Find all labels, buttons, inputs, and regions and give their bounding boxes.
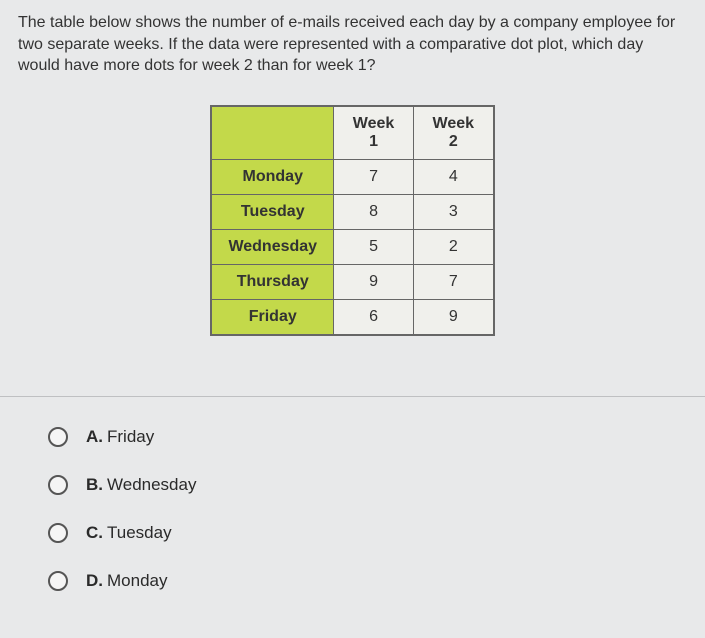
table-header-empty	[211, 106, 333, 160]
table-row: Thursday 9 7	[211, 264, 493, 299]
day-cell: Monday	[211, 159, 333, 194]
answer-label: A.Friday	[86, 427, 154, 447]
value-cell: 5	[334, 229, 414, 264]
value-cell: 4	[414, 159, 494, 194]
value-cell: 3	[414, 194, 494, 229]
answer-label: C.Tuesday	[86, 523, 172, 543]
data-table-wrap: Week 1 Week 2 Monday 7 4 Tuesday 8 3 Wed…	[18, 105, 687, 336]
value-cell: 8	[334, 194, 414, 229]
answer-option-a[interactable]: A.Friday	[48, 427, 687, 447]
day-cell: Friday	[211, 299, 333, 335]
section-divider	[0, 396, 705, 397]
value-cell: 9	[414, 299, 494, 335]
radio-icon[interactable]	[48, 523, 68, 543]
answer-option-b[interactable]: B.Wednesday	[48, 475, 687, 495]
day-cell: Thursday	[211, 264, 333, 299]
radio-icon[interactable]	[48, 571, 68, 591]
day-cell: Wednesday	[211, 229, 333, 264]
table-header-week2: Week 2	[414, 106, 494, 160]
value-cell: 6	[334, 299, 414, 335]
radio-icon[interactable]	[48, 427, 68, 447]
value-cell: 9	[334, 264, 414, 299]
table-header-week1: Week 1	[334, 106, 414, 160]
table-row: Friday 6 9	[211, 299, 493, 335]
value-cell: 7	[334, 159, 414, 194]
data-table: Week 1 Week 2 Monday 7 4 Tuesday 8 3 Wed…	[210, 105, 494, 336]
answer-choices: A.Friday B.Wednesday C.Tuesday D.Monday	[18, 427, 687, 591]
answer-label: B.Wednesday	[86, 475, 196, 495]
day-cell: Tuesday	[211, 194, 333, 229]
value-cell: 7	[414, 264, 494, 299]
question-text: The table below shows the number of e-ma…	[18, 12, 687, 77]
answer-label: D.Monday	[86, 571, 167, 591]
table-row: Wednesday 5 2	[211, 229, 493, 264]
table-row: Tuesday 8 3	[211, 194, 493, 229]
answer-option-d[interactable]: D.Monday	[48, 571, 687, 591]
answer-option-c[interactable]: C.Tuesday	[48, 523, 687, 543]
table-row: Monday 7 4	[211, 159, 493, 194]
radio-icon[interactable]	[48, 475, 68, 495]
value-cell: 2	[414, 229, 494, 264]
